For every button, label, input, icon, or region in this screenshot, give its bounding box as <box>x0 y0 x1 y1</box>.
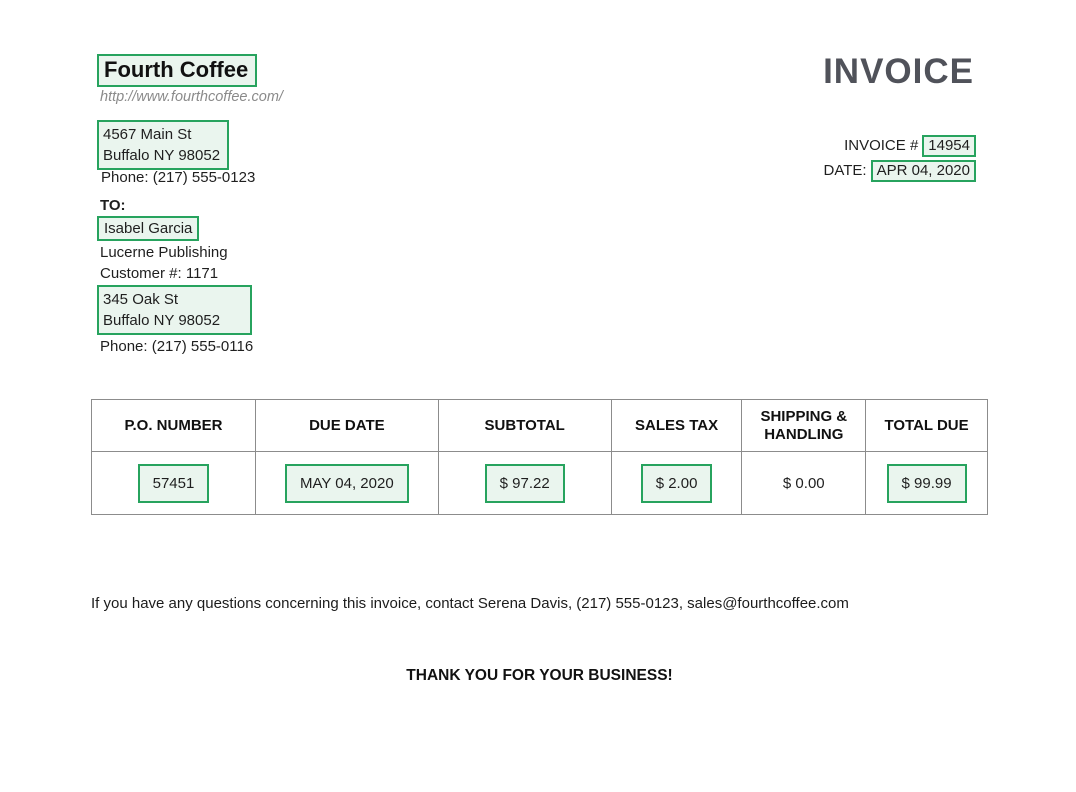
subtotal-value: $ 97.22 <box>484 463 565 503</box>
recipient-phone: Phone: (217) 555-0116 <box>100 338 254 355</box>
table-value-row: 57451 MAY 04, 2020 $ 97.22 $ 2.00 $ 0.00… <box>91 451 988 515</box>
shipping-handling-cell: $ 0.00 <box>741 451 867 515</box>
contact-line: If you have any questions concerning thi… <box>91 595 849 612</box>
col-header-shipping-handling: SHIPPING & HANDLING <box>741 399 867 452</box>
page-title: INVOICE <box>823 52 974 91</box>
company-website: http://www.fourthcoffee.com/ <box>100 89 283 105</box>
invoice-number-value: 14954 <box>922 135 976 157</box>
invoice-summary-table: P.O. NUMBER DUE DATE SUBTOTAL SALES TAX … <box>91 399 988 515</box>
seller-address-line1: 4567 Main St <box>103 126 192 143</box>
recipient-name: Isabel Garcia <box>97 216 200 241</box>
recipient-name-line: Isabel Garcia <box>97 216 253 241</box>
seller-phone: Phone: (217) 555-0123 <box>101 169 256 186</box>
invoice-meta: INVOICE #14954 DATE: APR 04, 2020 <box>824 134 976 184</box>
total-due-cell: $ 99.99 <box>865 451 988 515</box>
company-name: Fourth Coffee <box>97 54 258 87</box>
recipient-label: TO: <box>100 197 126 214</box>
seller-address-line2: Buffalo NY 98052 <box>103 147 221 164</box>
invoice-number-label: INVOICE # <box>844 137 919 154</box>
recipient-block: TO: Isabel Garcia Lucerne Publishing Cus… <box>97 196 253 358</box>
col-header-sales-tax: SALES TAX <box>610 399 743 452</box>
recipient-customer-number: Customer #: 1171 <box>100 265 219 282</box>
due-date-value: MAY 04, 2020 <box>285 463 409 503</box>
recipient-address-line2: Buffalo NY 98052 <box>103 312 221 329</box>
seller-address-highlight: 4567 Main St Buffalo NY 98052 <box>97 120 230 170</box>
col-header-po-number: P.O. NUMBER <box>91 399 256 452</box>
due-date-cell: MAY 04, 2020 <box>254 451 439 515</box>
company-name-highlight: Fourth Coffee <box>97 54 258 87</box>
invoice-date-label: DATE: <box>823 162 867 179</box>
invoice-date-value: APR 04, 2020 <box>870 160 976 182</box>
recipient-address: 345 Oak St Buffalo NY 98052 <box>97 285 252 335</box>
col-header-due-date: DUE DATE <box>254 399 439 452</box>
table-header-row: P.O. NUMBER DUE DATE SUBTOTAL SALES TAX … <box>91 399 988 452</box>
recipient-address-line1: 345 Oak St <box>103 291 179 308</box>
thank-you-message: THANK YOU FOR YOUR BUSINESS! <box>406 667 673 684</box>
seller-address: 4567 Main St Buffalo NY 98052 <box>97 120 230 170</box>
po-number-cell: 57451 <box>91 451 256 515</box>
col-header-total-due: TOTAL DUE <box>865 399 988 452</box>
invoice-number-line: INVOICE #14954 <box>824 134 976 157</box>
shipping-handling-value: $ 0.00 <box>782 474 825 492</box>
recipient-company: Lucerne Publishing <box>100 244 228 261</box>
sales-tax-value: $ 2.00 <box>640 463 713 503</box>
po-number-value: 57451 <box>137 463 210 503</box>
col-header-subtotal: SUBTOTAL <box>437 399 612 452</box>
invoice-date-line: DATE: APR 04, 2020 <box>824 159 976 182</box>
sales-tax-cell: $ 2.00 <box>610 451 743 515</box>
total-due-value: $ 99.99 <box>886 463 967 503</box>
subtotal-cell: $ 97.22 <box>437 451 612 515</box>
recipient-address-line: 345 Oak St Buffalo NY 98052 <box>97 285 253 335</box>
